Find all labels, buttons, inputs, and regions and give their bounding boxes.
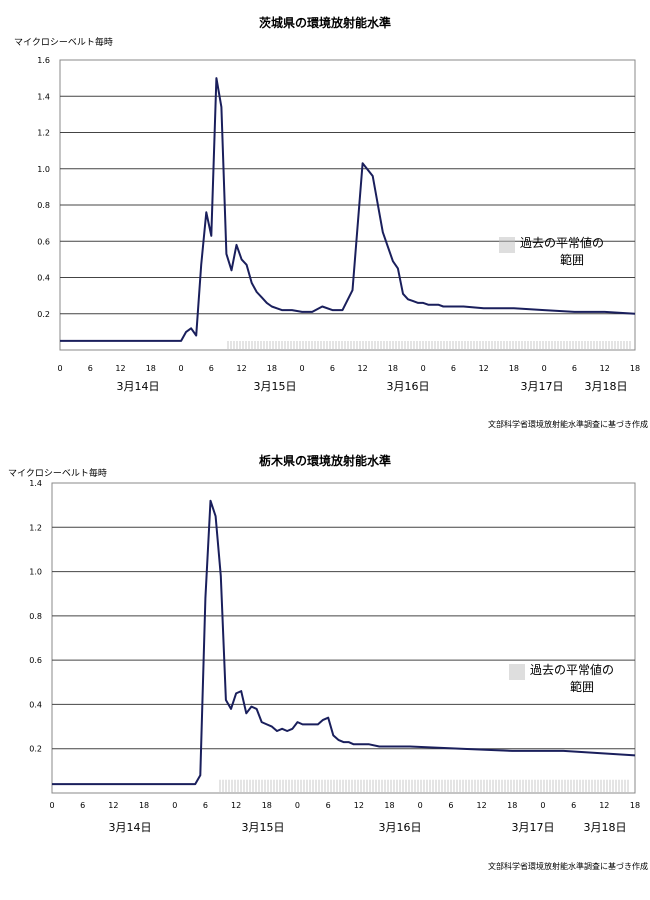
day-label: 3月17日 <box>521 380 564 393</box>
y-tick-label: 0.8 <box>37 201 50 210</box>
x-tick-label: 0 <box>49 801 54 810</box>
chart-title: 茨城県の環境放射能水準 <box>259 15 391 30</box>
x-tick-label: 18 <box>507 801 517 810</box>
x-tick-label: 0 <box>418 801 423 810</box>
x-tick-label: 6 <box>571 801 576 810</box>
day-label: 3月15日 <box>254 380 297 393</box>
x-tick-label: 18 <box>267 364 277 373</box>
legend-label: 過去の平常値の <box>530 662 614 677</box>
y-tick-label: 1.2 <box>37 129 50 138</box>
y-tick-label: 0.8 <box>29 612 42 621</box>
x-tick-label: 0 <box>295 801 300 810</box>
x-tick-label: 0 <box>179 364 184 373</box>
y-tick-label: 0.2 <box>29 745 42 754</box>
x-tick-label: 12 <box>476 801 486 810</box>
x-tick-label: 12 <box>599 801 609 810</box>
chart-title: 栃木県の環境放射能水準 <box>259 453 391 468</box>
x-tick-label: 0 <box>540 801 545 810</box>
y-tick-label: 0.6 <box>29 656 42 665</box>
x-tick-label: 0 <box>57 364 62 373</box>
day-label: 3月14日 <box>109 821 152 834</box>
x-tick-label: 12 <box>236 364 246 373</box>
x-tick-label: 0 <box>421 364 426 373</box>
x-tick-label: 0 <box>300 364 305 373</box>
x-tick-label: 18 <box>509 364 519 373</box>
y-tick-label: 0.6 <box>37 237 50 246</box>
x-tick-label: 6 <box>80 801 85 810</box>
normal-range-band <box>219 779 629 792</box>
x-tick-label: 6 <box>326 801 331 810</box>
legend-swatch <box>509 664 525 680</box>
source-note: 文部科学省環境放射能水準調査に基づき作成 <box>488 419 648 429</box>
x-tick-label: 0 <box>542 364 547 373</box>
day-label: 3月14日 <box>117 380 160 393</box>
legend-label: 過去の平常値の <box>520 235 604 250</box>
y-tick-label: 1.0 <box>29 568 42 577</box>
y-tick-label: 1.4 <box>29 479 42 488</box>
day-label: 3月15日 <box>242 821 285 834</box>
x-tick-label: 18 <box>146 364 156 373</box>
x-tick-label: 12 <box>479 364 489 373</box>
x-tick-label: 12 <box>354 801 364 810</box>
x-tick-label: 18 <box>139 801 149 810</box>
x-tick-label: 6 <box>572 364 577 373</box>
y-tick-label: 0.4 <box>37 274 50 283</box>
day-label: 3月16日 <box>379 821 422 834</box>
y-tick-label: 1.6 <box>37 56 50 65</box>
x-tick-label: 12 <box>231 801 241 810</box>
y-tick-label: 1.2 <box>29 523 42 532</box>
legend-label: 範囲 <box>570 679 594 694</box>
x-tick-label: 18 <box>384 801 394 810</box>
x-tick-label: 0 <box>172 801 177 810</box>
y-tick-label: 1.4 <box>37 92 50 101</box>
x-tick-label: 6 <box>330 364 335 373</box>
x-tick-label: 6 <box>209 364 214 373</box>
y-tick-label: 0.2 <box>37 310 50 319</box>
series-line <box>60 77 636 342</box>
y-tick-label: 1.0 <box>37 165 50 174</box>
y-tick-label: 0.4 <box>29 700 42 709</box>
x-tick-label: 12 <box>600 364 610 373</box>
legend-label: 範囲 <box>560 252 584 267</box>
x-tick-label: 12 <box>358 364 368 373</box>
x-tick-label: 12 <box>108 801 118 810</box>
y-axis-label: マイクロシーベルト毎時 <box>14 36 113 48</box>
day-label: 3月18日 <box>585 380 628 393</box>
x-tick-label: 18 <box>262 801 272 810</box>
day-label: 3月18日 <box>584 821 627 834</box>
x-tick-label: 6 <box>451 364 456 373</box>
x-tick-label: 6 <box>203 801 208 810</box>
day-label: 3月17日 <box>512 821 555 834</box>
plot-area <box>51 482 636 794</box>
x-tick-label: 18 <box>630 364 640 373</box>
x-tick-label: 12 <box>115 364 125 373</box>
legend-swatch <box>499 237 515 253</box>
y-axis-label: マイクロシーベルト毎時 <box>8 467 107 479</box>
x-tick-label: 6 <box>448 801 453 810</box>
x-tick-label: 18 <box>388 364 398 373</box>
x-tick-label: 18 <box>630 801 640 810</box>
normal-range-band <box>227 340 631 349</box>
source-note: 文部科学省環境放射能水準調査に基づき作成 <box>488 861 648 871</box>
series-line <box>52 499 636 786</box>
x-tick-label: 6 <box>88 364 93 373</box>
day-label: 3月16日 <box>387 380 430 393</box>
